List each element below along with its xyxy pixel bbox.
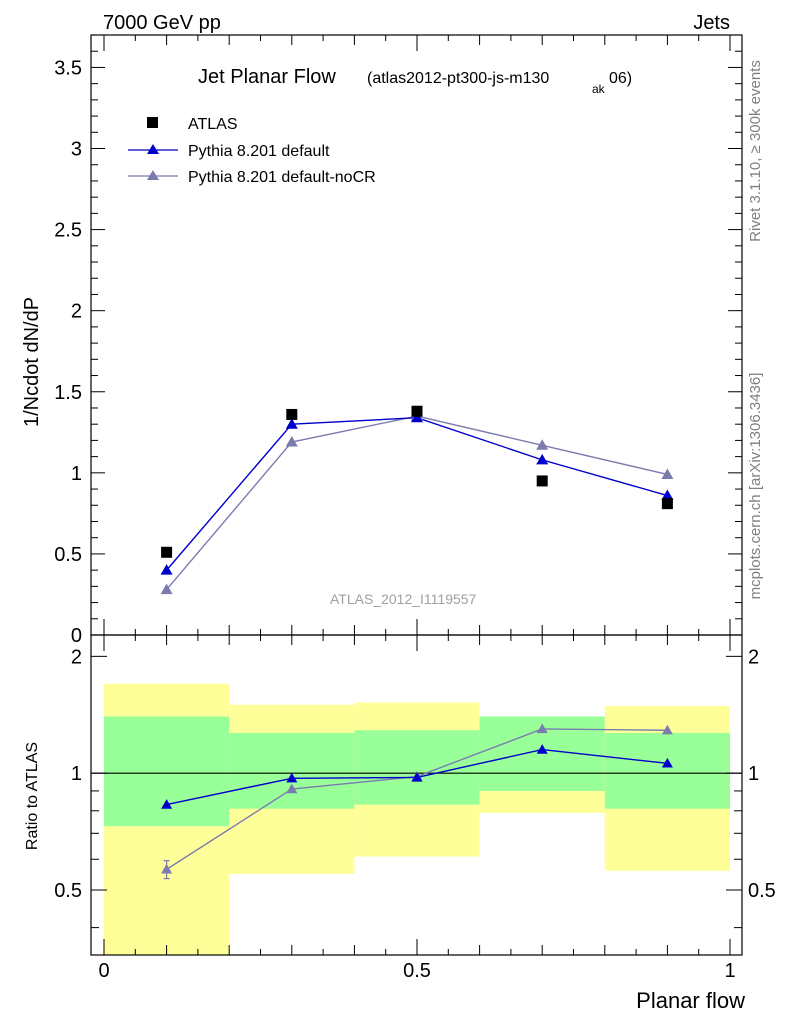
ratio-point-default — [161, 799, 173, 809]
main-point-default — [411, 411, 423, 423]
ratio-band-inner — [104, 716, 230, 827]
legend-label-nocr: Pythia 8.201 default-noCR — [188, 169, 376, 186]
main-line-nocr — [166, 415, 668, 591]
main-y-axis-label: 1/Ncdot dN/dP — [21, 297, 43, 427]
legend-marker-atlas — [147, 117, 158, 128]
ratio-point-nocr — [536, 723, 548, 734]
ratio-point-default — [411, 771, 423, 782]
ratio-y-tick-label-right: 1 — [748, 763, 759, 785]
ratio-point-default — [536, 744, 548, 754]
ratio-y-tick-label-left: 2 — [71, 646, 82, 668]
main-y-tick-label: 0.5 — [54, 544, 82, 566]
legend-marker-nocr — [147, 170, 159, 180]
ratio-band-inner — [604, 732, 730, 809]
main-point-default — [160, 564, 173, 575]
analysis-watermark: ATLAS_2012_I1119557 — [330, 591, 477, 607]
main-y-tick-label: 2 — [71, 301, 82, 323]
plot-marks — [160, 405, 674, 880]
ratio-y-tick-label-right: 2 — [748, 646, 759, 668]
ratio-point-nocr — [286, 783, 298, 794]
ratio-point-nocr — [661, 724, 673, 735]
main-point-atlas — [411, 405, 423, 417]
main-point-nocr — [536, 439, 549, 450]
header-right: Jets — [693, 12, 730, 34]
x-tick-label: 0.5 — [403, 960, 431, 982]
main-point-default — [661, 489, 674, 501]
main-title-subscript: ak — [592, 82, 606, 96]
x-axis-label: Planar flow — [636, 988, 745, 1013]
main-point-nocr — [160, 583, 173, 595]
ratio-y-axis-label: Ratio to ATLAS — [24, 742, 41, 850]
main-point-atlas — [286, 408, 298, 420]
x-tick-label: 1 — [724, 960, 735, 982]
main-y-tick-label: 1 — [71, 463, 82, 485]
ratio-point-default — [286, 772, 298, 783]
legend-label-default: Pythia 8.201 default — [188, 143, 330, 160]
main-point-default — [536, 453, 549, 465]
mcplots-label: mcplots.cern.ch [arXiv:1306.3436] — [747, 373, 764, 600]
ratio-point-nocr — [161, 863, 173, 874]
legend-marker-default — [147, 144, 159, 154]
ratio-band-inner — [229, 732, 355, 809]
main-point-nocr — [285, 436, 298, 447]
legend-label-atlas: ATLAS — [188, 116, 238, 133]
legend: ATLAS Pythia 8.201 default Pythia 8.201 … — [128, 116, 376, 186]
ratio-y-tick-label-left: 0.5 — [54, 880, 82, 902]
main-y-tick-label: 3 — [71, 139, 82, 161]
main-line-default — [166, 416, 668, 571]
ratio-band-inner — [354, 730, 480, 805]
main-point-default — [285, 418, 298, 429]
main-y-tick-label: 3.5 — [54, 57, 82, 79]
rivet-version-label: Rivet 3.1.10, ≥ 300k events — [747, 60, 764, 242]
main-point-atlas — [661, 498, 673, 510]
main-title-suffix-end: 06) — [609, 70, 632, 87]
main-point-atlas — [161, 546, 173, 558]
main-title-text: Jet Planar Flow — [198, 66, 336, 88]
main-y-tick-label: 2.5 — [54, 220, 82, 242]
x-tick-label: 0 — [98, 960, 109, 982]
main-title: Jet Planar Flow (atlas2012-pt300-js-m130… — [198, 66, 632, 96]
header-left: 7000 GeV pp — [103, 12, 221, 34]
main-title-suffix: (atlas2012-pt300-js-m130 — [367, 70, 549, 87]
main-point-nocr — [661, 468, 674, 479]
ratio-y-tick-label-left: 1 — [71, 763, 82, 785]
main-y-tick-label: 1.5 — [54, 382, 82, 404]
main-y-tick-label: 0 — [71, 625, 82, 647]
ratio-point-default — [661, 757, 673, 768]
ratio-y-tick-label-right: 0.5 — [748, 880, 776, 902]
main-point-atlas — [536, 475, 548, 487]
